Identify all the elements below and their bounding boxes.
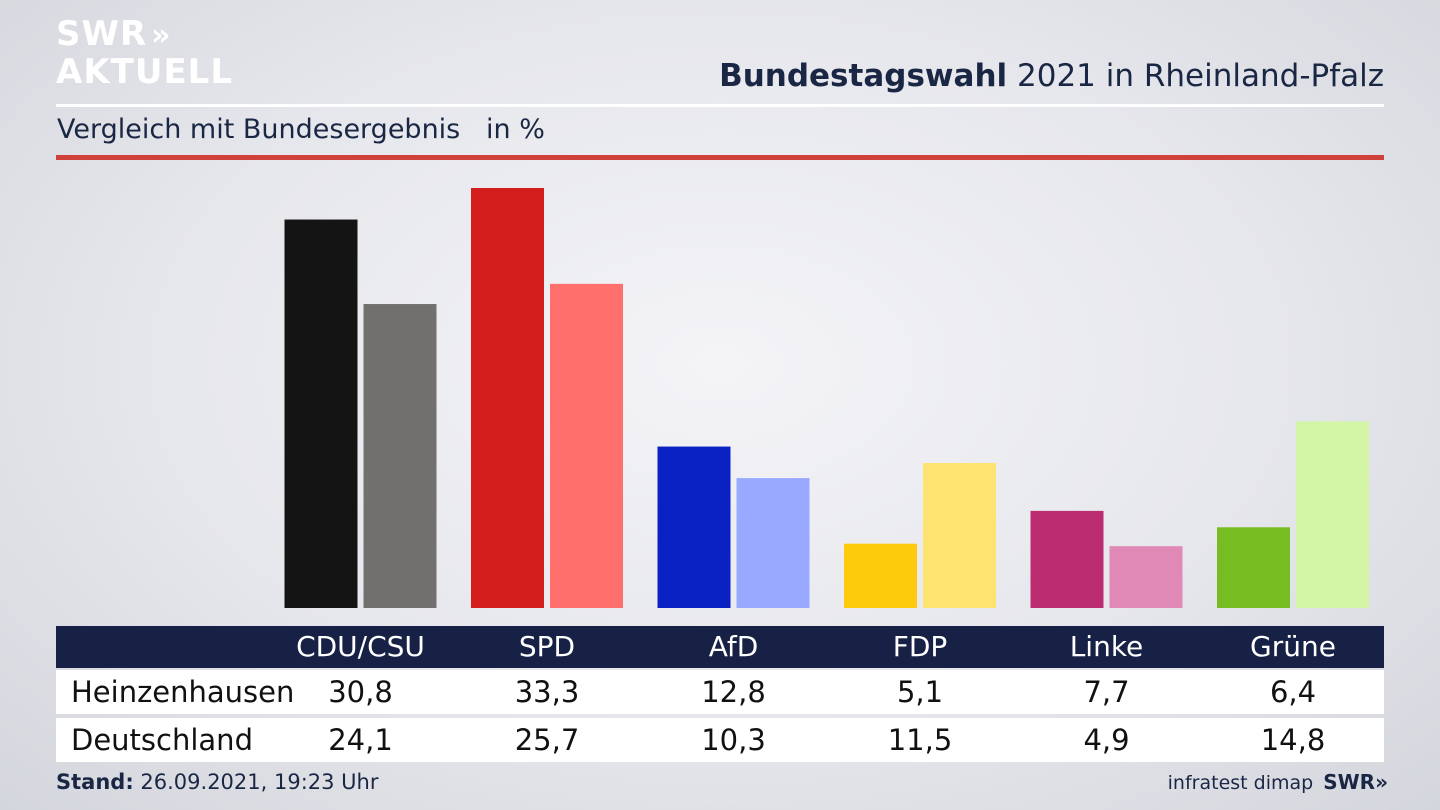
column-header-spd: SPD: [518, 630, 576, 663]
bar-deutschland-cdu-csu: [363, 304, 437, 608]
value-cell: 30,8: [328, 675, 393, 709]
bar-heinzenhausen-gr-ne: [1217, 527, 1290, 608]
footer-arrows-icon: »: [1375, 770, 1388, 794]
logo-aktuell-text: AKTUELL: [56, 52, 234, 92]
value-cell: 4,9: [1083, 723, 1130, 757]
chart-subtitle: Vergleich mit Bundesergebnis in %: [57, 114, 545, 145]
table-row: Heinzenhausen 30,8 33,3 12,8 5,1 7,7 6,4: [56, 670, 1384, 714]
bar-heinzenhausen-fdp: [844, 543, 917, 608]
footer-source: infratest dimap SWR»: [1167, 770, 1388, 794]
source-label: infratest dimap: [1167, 772, 1314, 794]
bar-deutschland-linke: [1109, 546, 1183, 608]
table-header-row: CDU/CSU SPD AfD FDP Linke Grüne: [56, 626, 1384, 668]
bar-heinzenhausen-afd: [657, 446, 731, 608]
title-bold: Bundestagswahl: [719, 58, 1008, 94]
bar-chart: [284, 188, 1369, 608]
swr-footer-logo: SWR»: [1323, 770, 1388, 794]
bar-heinzenhausen-spd: [471, 188, 544, 608]
subtitle-divider: [56, 155, 1384, 160]
value-cell: 33,3: [514, 675, 580, 709]
value-cell: 6,4: [1269, 675, 1317, 709]
row-label: Deutschland: [71, 723, 253, 757]
value-cell: 11,5: [887, 723, 953, 757]
results-table: CDU/CSU SPD AfD FDP Linke Grüne Heinzenhausen…: [56, 626, 1384, 762]
stand-label: Stand:: [56, 770, 134, 794]
value-cell: 10,3: [701, 723, 766, 757]
page-title: Bundestagswahl 2021 in Rheinland-Pfalz: [719, 58, 1384, 94]
footer-brand-text: SWR: [1323, 770, 1376, 794]
column-header-gr-ne: Grüne: [1250, 630, 1336, 663]
value-cell: 25,7: [514, 723, 580, 757]
value-cell: 5,1: [896, 675, 944, 709]
column-header-linke: Linke: [1069, 630, 1144, 663]
table-row: Deutschland 24,1 25,7 10,3 11,5 4,9 14,8: [56, 718, 1384, 762]
value-cell: 7,7: [1083, 675, 1130, 709]
column-header-fdp: FDP: [892, 630, 948, 663]
bar-deutschland-afd: [736, 478, 810, 608]
timestamp: Stand: 26.09.2021, 19:23 Uhr: [56, 770, 379, 794]
bar-heinzenhausen-linke: [1030, 510, 1104, 608]
logo-swr-text: SWR: [56, 14, 148, 54]
bar-deutschland-gr-ne: [1296, 421, 1369, 608]
value-cell: 14,8: [1260, 723, 1326, 757]
bar-deutschland-fdp: [923, 462, 996, 608]
title-rest: 2021 in Rheinland-Pfalz: [1007, 58, 1384, 94]
row-label: Heinzenhausen: [71, 675, 295, 709]
value-cell: 24,1: [328, 723, 393, 757]
column-header-afd: AfD: [708, 630, 759, 663]
swr-aktuell-logo: SWR» AKTUELL: [56, 16, 233, 90]
title-divider: [56, 104, 1384, 107]
stand-value: 26.09.2021, 19:23 Uhr: [133, 770, 379, 794]
column-header-cdu-csu: CDU/CSU: [296, 630, 425, 663]
bar-deutschland-spd: [550, 283, 623, 608]
bar-heinzenhausen-cdu-csu: [284, 219, 358, 608]
value-cell: 12,8: [701, 675, 766, 709]
